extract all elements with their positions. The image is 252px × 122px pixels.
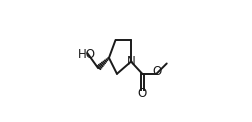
Text: O: O [138, 87, 147, 100]
Text: HO: HO [78, 48, 96, 61]
Text: O: O [152, 65, 161, 77]
Text: N: N [127, 55, 136, 68]
